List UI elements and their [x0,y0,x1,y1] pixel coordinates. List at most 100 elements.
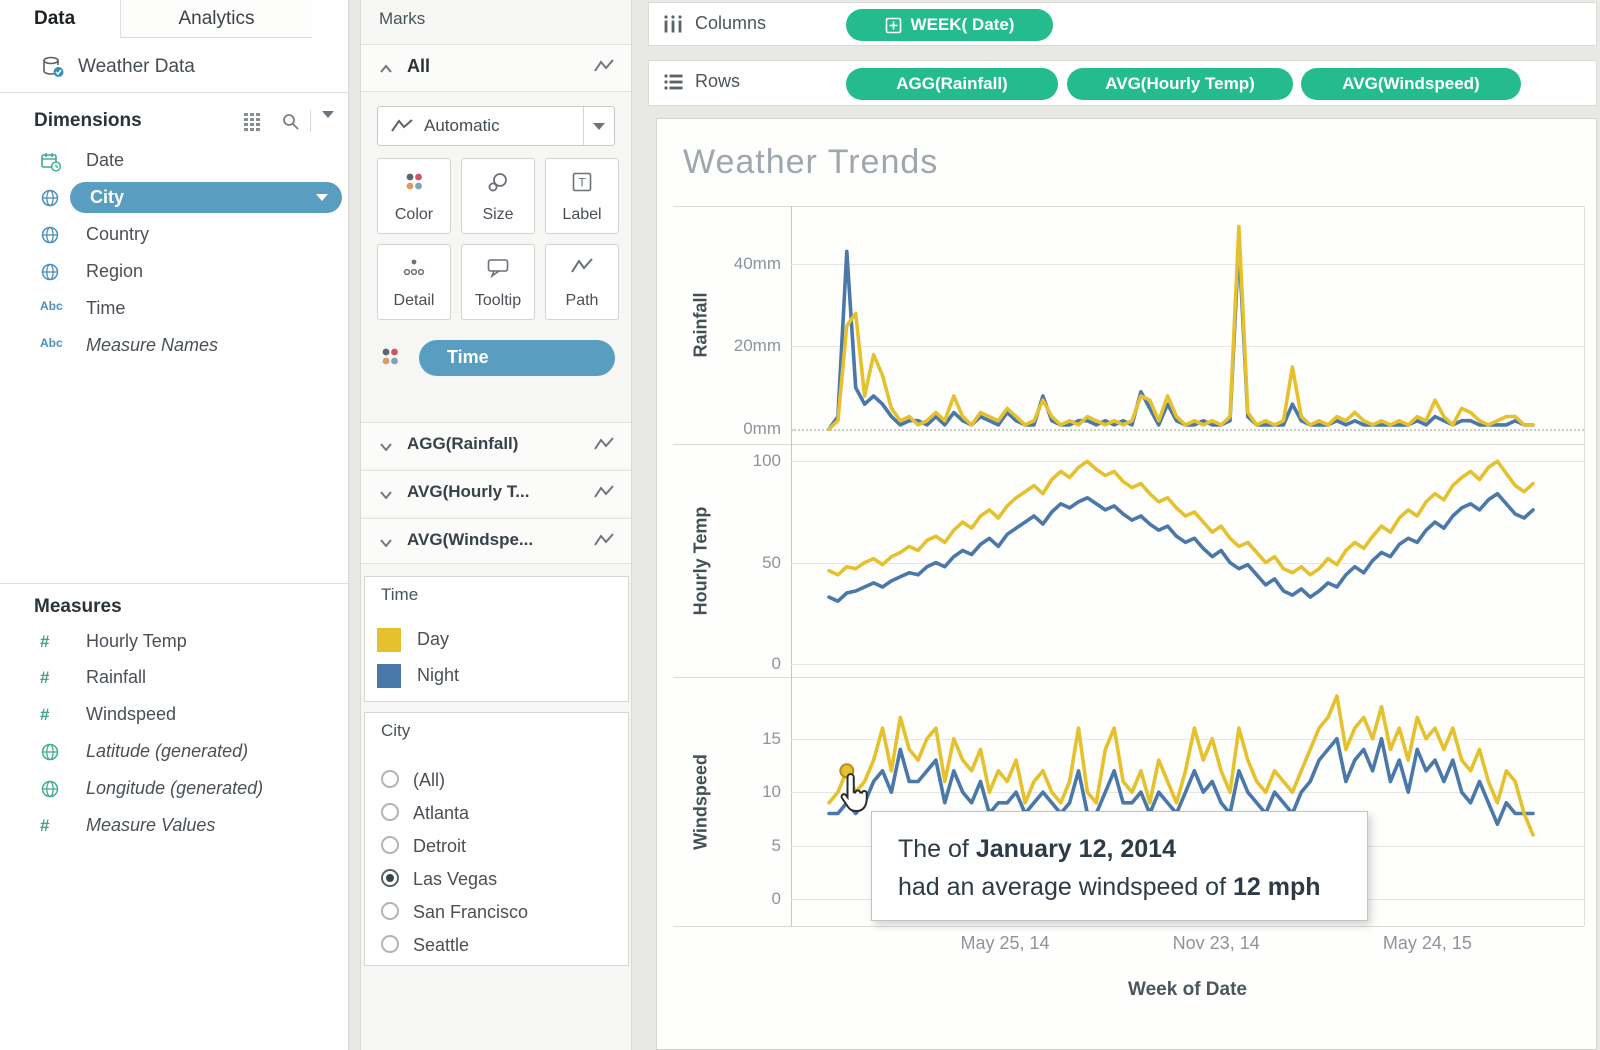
dimension-measure-names[interactable]: Abc Measure Names [0,329,348,363]
gridline [791,429,1584,431]
measure-measure-values[interactable]: # Measure Values [0,809,348,843]
chevron-down-icon[interactable] [316,194,328,201]
color-button[interactable]: Color [377,158,451,234]
measures-header: Measures [0,588,348,628]
detail-icon [378,257,450,281]
path-label: Path [565,292,599,309]
dimension-time[interactable]: Abc Time [0,292,348,326]
option-label: Detroit [413,836,467,856]
color-legend-time: Time Day Night [364,576,629,702]
field-label: Measure Names [86,335,219,355]
marks-card-avg-hourly-temp[interactable]: AVG(Hourly T... [361,470,631,516]
pill-avg-windspeed[interactable]: AVG(Windspeed) [1301,68,1521,100]
globe-icon [40,188,62,208]
y-tick-label: 40mm [733,253,781,273]
legend-item-day[interactable]: Day [365,625,628,657]
tab-analytics[interactable]: Analytics [120,0,312,38]
y-tick-label: 0mm [743,419,781,438]
filter-option-atlanta[interactable]: Atlanta [365,798,628,831]
rows-shelf[interactable]: Rows AGG(Rainfall) AVG(Hourly Temp) AVG(… [648,60,1597,106]
series-line-day-windspeed[interactable] [827,694,1535,837]
legend-item-night[interactable]: Night [365,661,628,693]
field-pill-city[interactable]: City [70,182,342,213]
line-mark-icon [390,118,414,139]
filter-option-seattle[interactable]: Seattle [365,930,628,963]
row-separator [673,926,1584,927]
pill-avg-hourly-temp[interactable]: AVG(Hourly Temp) [1067,68,1293,100]
chevron-up-icon[interactable] [379,61,393,79]
y-tick-label: 100 [752,451,781,471]
mark-type-dropdown[interactable]: Automatic [377,106,615,146]
field-label: Hourly Temp [86,631,187,651]
marks-card-agg-rainfall[interactable]: AGG(Rainfall) [361,422,631,468]
y-axis-line [791,206,792,926]
path-button[interactable]: Path [545,244,619,320]
globe-icon [40,742,62,762]
chevron-down-icon[interactable] [379,535,393,553]
number-icon: # [40,816,50,835]
radio-icon[interactable] [381,902,399,920]
marks-card-all[interactable]: All [361,44,631,92]
x-tick-label: May 24, 15 [1382,933,1472,953]
tooltip-button[interactable]: Tooltip [461,244,535,320]
color-icon [378,171,450,195]
series-line-day-hourly-temp[interactable] [827,459,1535,577]
dimension-city[interactable]: City [0,181,348,215]
pill-week-date[interactable]: WEEK( Date) [846,9,1053,41]
marks-card-avg-windspeed[interactable]: AVG(Windspe... [361,518,631,564]
tab-data[interactable]: Data [0,0,120,38]
field-label: City [90,187,125,207]
measure-windspeed[interactable]: # Windspeed [0,698,348,732]
chevron-down-icon[interactable] [322,111,334,136]
chevron-down-icon[interactable] [379,487,393,505]
measure-latitude[interactable]: Latitude (generated) [0,735,348,769]
chevron-down-icon[interactable] [379,439,393,457]
pill-agg-rainfall[interactable]: AGG(Rainfall) [846,68,1058,100]
chevron-down-icon[interactable] [583,107,614,145]
measure-hourly-temp[interactable]: # Hourly Temp [0,625,348,659]
view-as-grid-icon[interactable] [243,112,265,137]
y-tick-label: 5 [771,835,781,855]
divider [310,110,311,132]
radio-icon[interactable] [381,836,399,854]
data-source-label: Weather Data [78,56,195,77]
data-source-weather-data[interactable]: Weather Data [0,50,348,86]
label-button[interactable]: T Label [545,158,619,234]
gridline [791,263,1584,265]
dimension-region[interactable]: Region [0,255,348,289]
filter-option-las-vegas[interactable]: Las Vegas [365,864,628,897]
tooltip-line-1: The of January 12, 2014 [898,835,1176,863]
plus-box-icon[interactable] [885,17,902,34]
globe-icon [40,779,62,799]
dimension-country[interactable]: Country [0,218,348,252]
measure-longitude[interactable]: Longitude (generated) [0,772,348,806]
field-label: Date [86,150,125,170]
series-line-night-hourly-temp[interactable] [827,491,1535,604]
size-button[interactable]: Size [461,158,535,234]
filter-option-all[interactable]: (All) [365,765,628,798]
tooltip-line-2: had an average windspeed of 12 mph [898,873,1321,901]
radio-icon[interactable] [381,770,399,788]
radio-selected-icon[interactable] [381,869,399,887]
size-label: Size [482,206,514,223]
filter-option-detroit[interactable]: Detroit [365,831,628,864]
color-shelf-pill-time[interactable]: Time [419,340,615,376]
dimension-date[interactable]: Date [0,144,348,178]
legend-title: Time [381,585,419,604]
columns-shelf[interactable]: Columns WEEK( Date) [648,2,1597,46]
gridline [791,562,1584,564]
series-line-day-rainfall[interactable] [827,224,1535,431]
columns-icon [663,14,685,39]
radio-icon[interactable] [381,935,399,953]
measure-rainfall[interactable]: # Rainfall [0,661,348,695]
series-line-night-windspeed[interactable] [827,736,1535,827]
color-label: Color [394,206,434,223]
radio-icon[interactable] [381,803,399,821]
pill-label: AVG(Hourly Temp) [1105,74,1255,93]
filter-title: City [381,721,411,740]
detail-button[interactable]: Detail [377,244,451,320]
filter-option-san-francisco[interactable]: San Francisco [365,897,628,930]
night-color-swatch [377,664,401,688]
search-icon[interactable] [281,112,301,137]
series-line-night-rainfall[interactable] [827,241,1535,431]
